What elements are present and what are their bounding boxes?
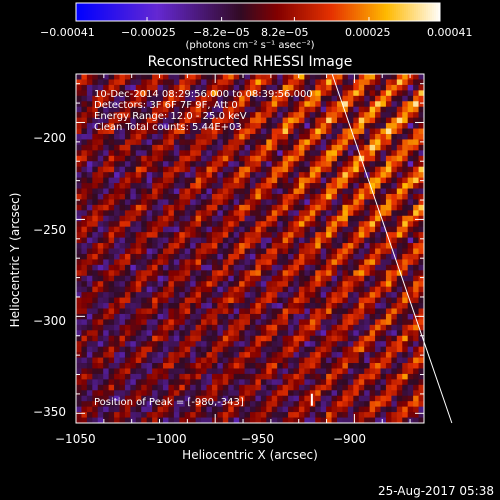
colorbar-frame	[75, 2, 441, 22]
colorbar-tick-label: 0.00025	[345, 26, 391, 39]
peak-marker	[310, 393, 313, 406]
x-tick-label: −950	[241, 432, 274, 446]
plot-date: 25-Aug-2017 05:38	[377, 484, 494, 498]
colorbar-units: (photons cm⁻² s⁻¹ asec⁻²)	[185, 40, 315, 51]
x-tick-label: −1000	[146, 432, 187, 446]
chart-title: Reconstructed RHESSI Image	[147, 54, 353, 70]
energy-range-annotation: Energy Range: 12.0 - 25.0 keV	[94, 111, 247, 122]
colorbar-tick-label: 8.2e−05	[261, 26, 309, 39]
colorbar-tick-label: 0.00041	[427, 26, 473, 39]
y-tick-label: −250	[33, 223, 66, 237]
x-tick-label: −1050	[55, 432, 96, 446]
y-tick-label: −300	[33, 314, 66, 328]
colorbar-tick-label: −0.00041	[40, 26, 95, 39]
y-tick-label: −350	[33, 405, 66, 419]
y-axis-label: Heliocentric Y (arcsec)	[8, 192, 22, 328]
solar-limb-line	[331, 73, 453, 424]
y-tick-label: −200	[33, 131, 66, 145]
colorbar	[75, 2, 441, 22]
counts-annotation: Clean Total counts: 5.44E+03	[94, 122, 242, 133]
time-range-annotation: 10-Dec-2014 08:29:56.000 to 08:39:56.000	[94, 89, 313, 100]
colorbar-tick-label: −8.2e−05	[193, 26, 250, 39]
x-axis-label: Heliocentric X (arcsec)	[182, 448, 318, 462]
x-tick-label: −900	[333, 432, 366, 446]
plot-frame	[75, 73, 425, 424]
peak-position-annotation: Position of Peak = [-980,-343]	[94, 397, 244, 408]
heatmap-cells	[76, 74, 425, 424]
colorbar-tick-label: −0.00025	[121, 26, 176, 39]
detectors-annotation: Detectors: 3F 6F 7F 9F, Att 0	[94, 100, 238, 111]
